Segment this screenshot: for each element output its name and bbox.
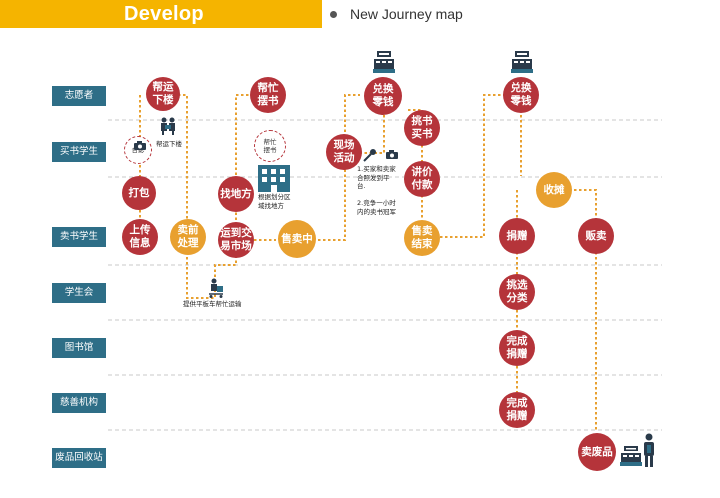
camera-icon (134, 141, 146, 150)
note-trolley: 提供平板车帮忙运输 (183, 300, 242, 308)
note-activity: 1.买家和卖家 合照发到平 台. 2.竞争一小时 内的卖书冠军 (357, 165, 396, 216)
step-help-arrange-books: 帮忙 摆书 (250, 77, 286, 113)
step-pack: 打包 (122, 176, 156, 210)
register-icon (511, 51, 533, 73)
step-bargain-and-pay: 讲价 付款 (404, 161, 440, 197)
lane-label-book-buyer: 买书学生 (52, 142, 106, 162)
note-carry-downstairs: 帮运下楼 (156, 140, 182, 148)
header-subtitle: New Journey map (350, 6, 463, 22)
step-exchange-change-1: 兑换 零钱 (364, 77, 402, 115)
step-find-location: 找地方 (218, 176, 254, 212)
note-map-area: 根据划分区 域找地方 (258, 193, 291, 210)
header-title: Develop (124, 3, 204, 25)
camera-icon (386, 150, 398, 159)
trolley-icon (209, 278, 223, 298)
lane-label-charity: 慈善机构 (52, 393, 106, 413)
microphone-icon (363, 149, 376, 162)
lane-dividers (108, 119, 662, 431)
lane-label-student-union: 学生会 (52, 283, 106, 303)
lane-label-volunteer: 志愿者 (52, 86, 106, 106)
lane-label-book-seller: 卖书学生 (52, 227, 106, 247)
step-donation-complete-library: 完成 捐赠 (499, 330, 535, 366)
step-carry-downstairs: 帮运 下楼 (146, 77, 180, 111)
step-sale-ended: 售卖 结束 (404, 220, 440, 256)
step-help-arrange-books-optional: 帮忙 摆书 (254, 130, 286, 162)
step-upload-info: 上传 信息 (122, 219, 158, 255)
step-pack-up-stall: 收摊 (536, 172, 572, 208)
register-icon (620, 446, 642, 466)
lane-label-library: 图书馆 (52, 338, 106, 358)
journey-paths (139, 94, 597, 432)
person-icon (644, 433, 654, 467)
step-sort-and-classify: 挑选 分类 (499, 274, 535, 310)
step-sell: 贩卖 (578, 218, 614, 254)
building-icon (258, 165, 290, 192)
register-icon (373, 51, 395, 73)
step-live-event: 现场 活动 (326, 134, 362, 170)
step-donate: 捐赠 (499, 218, 535, 254)
helpers-icon (161, 117, 175, 135)
step-pick-and-buy: 挑书 买书 (404, 110, 440, 146)
step-exchange-change-2: 兑换 零钱 (503, 77, 539, 113)
step-sell-scrap: 卖废品 (578, 433, 616, 471)
bullet-dot (330, 11, 337, 18)
step-pre-sale-processing: 卖前 处理 (170, 219, 206, 255)
step-on-sale: 售卖中 (278, 220, 316, 258)
step-transport-to-market: 运到交 易市场 (218, 222, 254, 258)
step-donation-complete-charity: 完成 捐赠 (499, 392, 535, 428)
lane-label-recycling-station: 废品回收站 (52, 448, 106, 468)
header-bar (0, 0, 322, 28)
